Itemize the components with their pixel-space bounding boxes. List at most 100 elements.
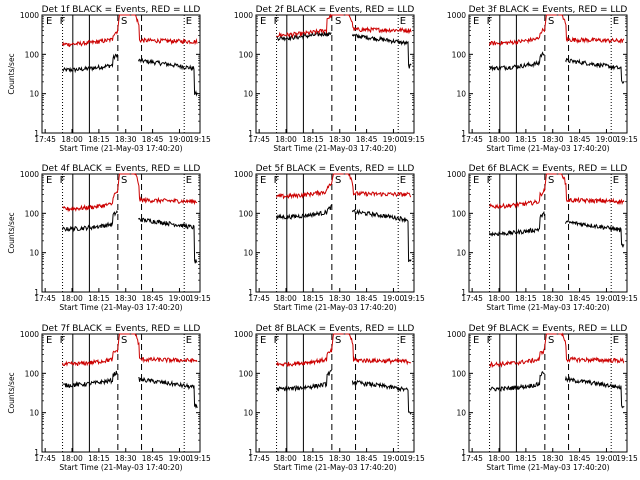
lld-series-line bbox=[62, 14, 198, 48]
lld-series-line bbox=[489, 14, 624, 46]
detector-panel: Det 6f BLACK = Events, RED = LLD 1 10 100 10… bbox=[447, 164, 638, 312]
detector-panel: Det 4f BLACK = Events, RED = LLD 1 10 100 10… bbox=[7, 164, 211, 312]
x-tick-label: 18:15 bbox=[88, 454, 110, 463]
x-tick-label: 17:45 bbox=[248, 135, 270, 144]
x-tick-label: 17:45 bbox=[461, 135, 483, 144]
x-tick-label: 18:00 bbox=[61, 135, 83, 144]
x-tick-label: 19:00 bbox=[169, 294, 191, 303]
x-axis-label: Start Time (21-May-03 17:40:20) bbox=[59, 303, 182, 312]
marker-label: F bbox=[60, 16, 66, 27]
lld-series-line bbox=[276, 13, 412, 39]
x-tick-label: 18:00 bbox=[488, 294, 510, 303]
y-tick-label: 1 bbox=[34, 129, 39, 138]
marker-label: F bbox=[487, 16, 493, 27]
marker-label: F bbox=[60, 175, 66, 186]
marker-label: E bbox=[473, 335, 479, 346]
lld-series-line bbox=[489, 332, 625, 369]
x-axis-label: Start Time (21-May-03 17:40:20) bbox=[273, 303, 396, 312]
detector-panel: Det 2f BLACK = Events, RED = LLD 1 10 100 10… bbox=[234, 5, 425, 153]
x-axis-label: Start Time (21-May-03 17:40:20) bbox=[486, 303, 609, 312]
y-tick-label: 1 bbox=[248, 129, 253, 138]
marker-label: S bbox=[548, 335, 554, 346]
panel-title: Det 7f BLACK = Events, RED = LLD bbox=[42, 324, 201, 334]
marker-label: S bbox=[121, 175, 127, 186]
plot-frame bbox=[468, 14, 628, 134]
events-series-line bbox=[276, 31, 412, 69]
x-tick-label: 18:30 bbox=[542, 294, 564, 303]
x-axis-label: Start Time (21-May-03 17:40:20) bbox=[486, 463, 609, 472]
y-tick-label: 100 bbox=[239, 369, 254, 378]
plot-frame bbox=[41, 173, 201, 293]
y-tick-label: 10 bbox=[243, 409, 253, 418]
x-tick-label: 17:45 bbox=[248, 294, 270, 303]
marker-label: E bbox=[46, 175, 52, 186]
plot-frame bbox=[255, 333, 415, 453]
y-tick-label: 1000 bbox=[234, 11, 253, 20]
x-tick-label: 19:15 bbox=[189, 135, 211, 144]
y-tick-label: 1 bbox=[248, 448, 253, 457]
panel-title: Det 4f BLACK = Events, RED = LLD bbox=[42, 164, 201, 174]
x-tick-label: 18:30 bbox=[542, 454, 564, 463]
marker-label: S bbox=[335, 335, 341, 346]
detector-panel: Det 8f BLACK = Events, RED = LLD 1 10 100 10… bbox=[234, 324, 425, 472]
marker-label: E bbox=[46, 335, 52, 346]
x-tick-label: 18:45 bbox=[569, 294, 591, 303]
y-tick-label: 10 bbox=[29, 90, 39, 99]
x-tick-label: 18:45 bbox=[356, 294, 378, 303]
detector-panel: Det 1f BLACK = Events, RED = LLD 1 10 100 10… bbox=[7, 5, 211, 153]
marker-label: E bbox=[400, 16, 406, 27]
y-tick-label: 1000 bbox=[20, 330, 39, 339]
y-axis-label: Counts/sec bbox=[7, 53, 16, 94]
marker-label: E bbox=[400, 175, 406, 186]
marker-label: E bbox=[46, 16, 52, 27]
plot-frame bbox=[255, 173, 415, 293]
marker-label: E bbox=[613, 335, 619, 346]
x-tick-label: 18:15 bbox=[88, 294, 110, 303]
y-tick-label: 100 bbox=[239, 209, 254, 218]
x-tick-label: 19:00 bbox=[596, 135, 618, 144]
panel-title: Det 6f BLACK = Events, RED = LLD bbox=[469, 164, 628, 174]
x-tick-label: 18:30 bbox=[329, 294, 351, 303]
x-tick-label: 18:45 bbox=[142, 135, 164, 144]
y-tick-label: 100 bbox=[239, 50, 254, 59]
marker-label: S bbox=[548, 16, 554, 27]
marker-label: E bbox=[186, 175, 192, 186]
marker-label: E bbox=[260, 175, 266, 186]
x-tick-label: 18:45 bbox=[356, 135, 378, 144]
y-tick-label: 10 bbox=[29, 249, 39, 258]
x-tick-label: 18:15 bbox=[515, 294, 537, 303]
x-tick-label: 19:15 bbox=[616, 454, 638, 463]
y-tick-label: 1000 bbox=[447, 11, 466, 20]
events-series-line bbox=[62, 53, 198, 97]
y-tick-label: 1 bbox=[461, 288, 466, 297]
marker-label: E bbox=[400, 335, 406, 346]
y-axis-label: Counts/sec bbox=[7, 372, 16, 413]
x-tick-label: 19:00 bbox=[596, 454, 618, 463]
panel-title: Det 9f BLACK = Events, RED = LLD bbox=[469, 324, 628, 334]
events-series-line bbox=[489, 371, 625, 409]
x-tick-label: 19:00 bbox=[169, 454, 191, 463]
x-tick-label: 19:15 bbox=[403, 454, 425, 463]
marker-label: F bbox=[487, 335, 493, 346]
x-axis-label: Start Time (21-May-03 17:40:20) bbox=[273, 463, 396, 472]
lld-series-line bbox=[62, 173, 198, 213]
y-tick-label: 1 bbox=[461, 448, 466, 457]
y-tick-label: 100 bbox=[452, 369, 467, 378]
y-tick-label: 10 bbox=[456, 409, 466, 418]
x-tick-label: 18:45 bbox=[142, 294, 164, 303]
lld-series-line bbox=[489, 173, 625, 210]
x-tick-label: 18:30 bbox=[329, 135, 351, 144]
y-tick-label: 10 bbox=[456, 249, 466, 258]
x-tick-label: 18:30 bbox=[329, 454, 351, 463]
marker-label: F bbox=[274, 16, 280, 27]
x-tick-label: 19:00 bbox=[383, 135, 405, 144]
x-tick-label: 19:15 bbox=[616, 294, 638, 303]
x-tick-label: 18:45 bbox=[569, 454, 591, 463]
x-tick-label: 17:45 bbox=[34, 454, 56, 463]
detector-panel: Det 7f BLACK = Events, RED = LLD 1 10 100 10… bbox=[7, 324, 211, 472]
marker-label: F bbox=[60, 335, 66, 346]
y-axis-label: Counts/sec bbox=[7, 212, 16, 253]
marker-label: E bbox=[473, 16, 479, 27]
panel-title: Det 5f BLACK = Events, RED = LLD bbox=[256, 164, 415, 174]
y-tick-label: 1000 bbox=[20, 11, 39, 20]
